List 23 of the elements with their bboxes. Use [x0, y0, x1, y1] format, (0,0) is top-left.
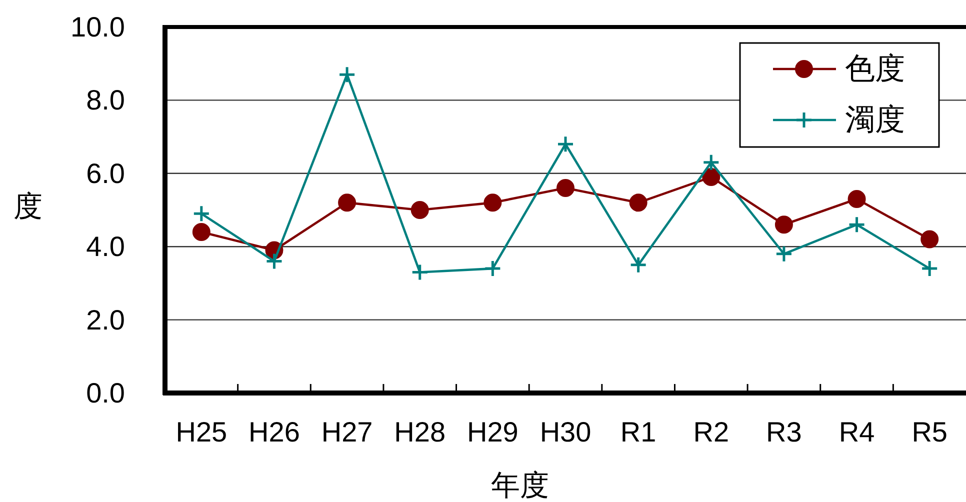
xtick: H28	[394, 416, 446, 448]
xtick: R5	[912, 416, 948, 448]
xlabel: 年度	[491, 470, 549, 502]
legend-label: 色度	[845, 52, 905, 86]
legend-label: 濁度	[845, 104, 905, 136]
xtick: R1	[620, 416, 656, 448]
ytick: 4.0	[86, 231, 125, 262]
xtick: H29	[467, 416, 518, 448]
ytick: 0.0	[86, 378, 125, 408]
xtick: H30	[540, 416, 592, 448]
xtick: H25	[176, 416, 228, 448]
xtick: H26	[248, 416, 300, 448]
xtick: R2	[693, 416, 730, 448]
xtick: R3	[766, 416, 802, 448]
legend-item: 色度	[773, 52, 905, 86]
xtick: H27	[321, 416, 373, 448]
xtick: R4	[838, 416, 875, 448]
ytick: 10.0	[70, 12, 125, 42]
ytick: 2.0	[86, 304, 125, 336]
legend-item: 濁度	[773, 104, 905, 136]
ylabel: 度	[14, 191, 42, 223]
ytick: 8.0	[86, 84, 125, 116]
ytick: 6.0	[86, 158, 125, 189]
